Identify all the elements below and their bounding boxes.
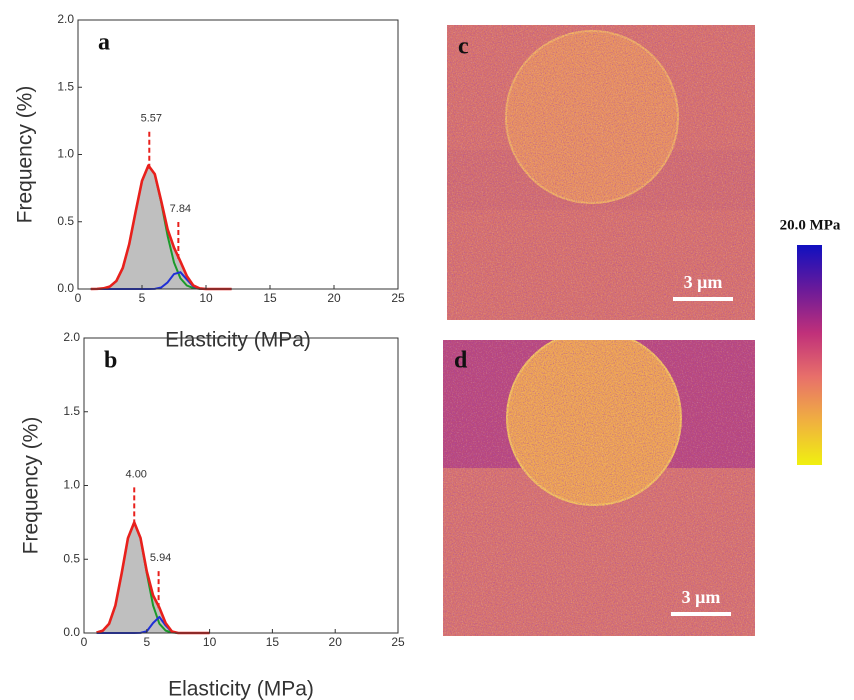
peak-label: 5.57	[141, 113, 162, 125]
y-axis-label: Frequency (%)	[14, 86, 37, 224]
y-tick-label: 0.0	[57, 281, 74, 295]
x-axis-label: Elasticity (MPa)	[165, 329, 311, 352]
y-tick-label: 2.0	[63, 330, 80, 344]
area	[90, 165, 232, 289]
colorbar	[797, 245, 822, 465]
x-tick-label: 0	[81, 635, 88, 649]
x-tick-label: 15	[266, 635, 280, 649]
panel-label: d	[454, 348, 468, 374]
image-c	[447, 25, 755, 320]
x-tick-label: 25	[391, 635, 405, 649]
x-axis-label: Elasticity (MPa)	[168, 678, 314, 700]
y-tick-label: 1.0	[63, 478, 80, 492]
colorbar-label: 20.0 MPa	[780, 217, 841, 233]
y-tick-label: 1.5	[63, 404, 80, 418]
x-tick-label: 20	[329, 635, 343, 649]
x-tick-label: 10	[199, 291, 213, 305]
peak-label: 7.84	[170, 203, 191, 215]
y-tick-label: 1.0	[57, 147, 74, 161]
x-tick-label: 5	[143, 635, 150, 649]
x-tick-label: 20	[327, 291, 341, 305]
x-tick-label: 15	[263, 291, 277, 305]
plot-frame	[77, 19, 399, 290]
scale-bar-label: 3 μm	[684, 272, 723, 292]
y-tick-label: 0.5	[57, 214, 74, 228]
panel-label: b	[104, 348, 117, 374]
x-tick-label: 5	[139, 291, 146, 305]
panel-label: a	[98, 30, 110, 56]
scale-bar-label: 3 μm	[682, 587, 721, 607]
y-tick-label: 0.5	[63, 551, 80, 565]
panel-label: c	[458, 34, 469, 60]
y-tick-label: 2.0	[57, 12, 74, 26]
image-d	[443, 340, 755, 636]
area	[96, 522, 210, 633]
y-tick-label: 0.0	[63, 625, 80, 639]
x-tick-label: 0	[75, 291, 82, 305]
x-tick-label: 25	[391, 291, 405, 305]
y-axis-label: Frequency (%)	[20, 417, 43, 555]
x-tick-label: 10	[203, 635, 217, 649]
peak-label: 4.00	[126, 468, 147, 480]
peak-label: 5.94	[150, 552, 171, 564]
y-tick-label: 1.5	[57, 79, 74, 93]
